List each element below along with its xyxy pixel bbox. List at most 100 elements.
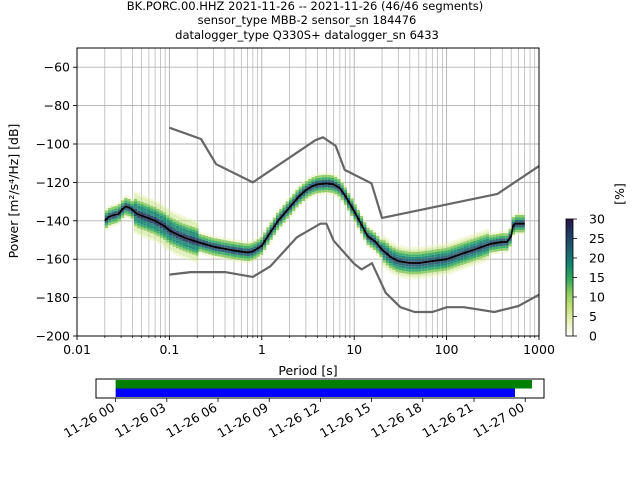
density-cell xyxy=(166,247,170,251)
density-cell xyxy=(133,196,138,199)
density-cell xyxy=(146,209,151,212)
density-cell xyxy=(347,207,351,211)
density-cell xyxy=(324,187,328,190)
density-cell xyxy=(479,240,483,244)
density-cell xyxy=(372,247,377,250)
density-cell xyxy=(424,270,428,274)
density-cell xyxy=(195,238,199,241)
density-cell xyxy=(508,246,512,249)
density-cell xyxy=(463,254,467,257)
density-cell xyxy=(124,200,128,203)
density-cell xyxy=(114,220,118,224)
density-cell xyxy=(518,217,522,220)
density-cell xyxy=(340,180,344,183)
density-cell xyxy=(269,227,273,230)
density-cell xyxy=(195,223,199,226)
density-cell xyxy=(198,246,202,250)
density-cell xyxy=(395,244,399,247)
density-cell xyxy=(182,256,186,259)
density-cell xyxy=(411,251,415,255)
density-cell xyxy=(353,219,357,222)
density-cell xyxy=(482,229,486,233)
density-cell xyxy=(234,247,238,250)
density-cell xyxy=(188,233,193,236)
density-cell xyxy=(137,233,141,236)
density-cell xyxy=(489,247,493,251)
density-cell xyxy=(195,250,199,254)
density-cell xyxy=(166,242,170,246)
density-cell xyxy=(379,244,383,248)
density-cell xyxy=(166,235,170,238)
density-cell xyxy=(295,199,299,203)
density-cell xyxy=(192,229,196,232)
density-cell xyxy=(192,236,196,240)
density-cell xyxy=(172,234,176,237)
density-cell xyxy=(508,238,512,242)
density-cell xyxy=(188,240,193,244)
density-cell xyxy=(298,191,302,195)
density-cell xyxy=(437,246,441,249)
density-cell xyxy=(324,174,328,178)
density-cell xyxy=(476,234,480,238)
density-cell xyxy=(269,239,273,243)
density-cell xyxy=(450,261,454,264)
density-cell xyxy=(317,185,322,188)
density-cell xyxy=(133,201,138,204)
density-cell xyxy=(385,262,390,266)
density-cell xyxy=(301,183,306,187)
density-cell xyxy=(427,255,432,258)
series-lines xyxy=(104,126,540,314)
density-cell xyxy=(146,204,151,207)
density-cell xyxy=(405,271,409,274)
density-cell xyxy=(221,249,225,253)
density-cell xyxy=(469,261,474,265)
density-cell xyxy=(250,255,254,258)
density-cell xyxy=(514,217,519,220)
density-cell xyxy=(424,253,428,256)
density-cell xyxy=(224,255,228,258)
density-cell xyxy=(434,261,438,265)
density-cell xyxy=(366,240,370,243)
density-cell xyxy=(366,232,370,236)
colorbar-tick-label: 0 xyxy=(589,329,597,344)
density-cell xyxy=(469,236,474,240)
density-cell xyxy=(146,224,151,227)
density-cell xyxy=(117,206,121,210)
density-cell xyxy=(379,254,383,258)
density-cell xyxy=(127,208,131,212)
density-cell xyxy=(495,243,499,247)
density-cell xyxy=(418,274,422,277)
density-cell xyxy=(502,250,506,254)
density-cell xyxy=(111,219,115,222)
density-cell xyxy=(363,234,367,238)
density-cell xyxy=(385,247,390,251)
density-cell xyxy=(502,230,506,234)
density-cell xyxy=(146,211,151,215)
density-cell xyxy=(240,255,244,258)
density-cell xyxy=(511,214,515,218)
density-cell xyxy=(172,224,176,227)
density-cell xyxy=(140,216,144,220)
density-cell xyxy=(334,174,338,177)
density-cell xyxy=(379,257,383,260)
density-cell xyxy=(479,253,483,256)
density-cell xyxy=(179,217,183,220)
density-cell xyxy=(376,250,380,254)
density-cell xyxy=(414,249,419,252)
density-cell xyxy=(185,222,189,225)
density-cell xyxy=(479,248,483,251)
density-cell xyxy=(185,242,189,245)
density-cell xyxy=(243,255,247,259)
density-cell xyxy=(188,258,193,261)
density-cell xyxy=(263,237,267,240)
density-cell xyxy=(466,265,470,268)
density-cell xyxy=(308,188,312,192)
density-cell xyxy=(150,223,154,226)
density-cell xyxy=(466,237,470,241)
density-cell xyxy=(369,247,373,251)
density-cell xyxy=(201,232,205,235)
density-cell xyxy=(201,252,205,255)
density-cell xyxy=(156,208,160,212)
density-cell xyxy=(473,260,477,264)
density-cell xyxy=(182,231,186,234)
